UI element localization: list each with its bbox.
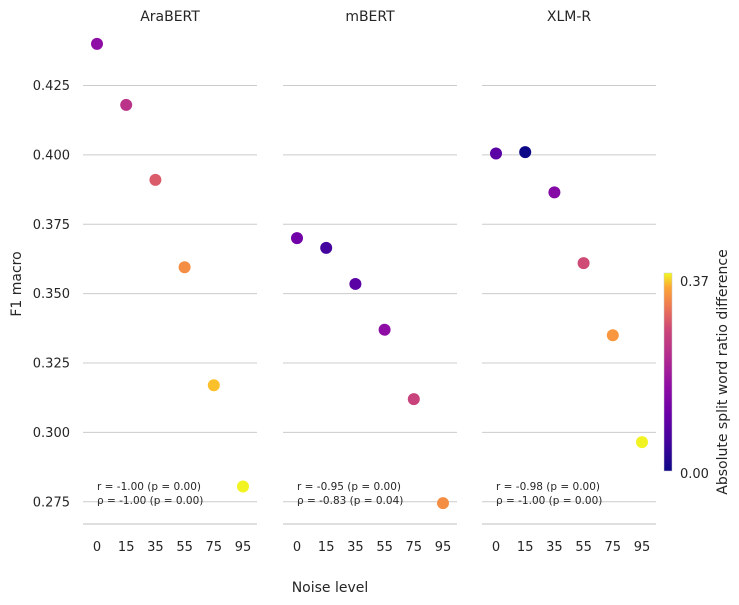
y-tick-label: 0.325 xyxy=(33,357,70,372)
panel-xlm-r: XLM-R 0 15 35 55 75 95 r = -0.98 (p = 0.00) ρ = … xyxy=(482,9,656,555)
y-tick-label: 0.300 xyxy=(33,426,70,441)
scatter-point xyxy=(519,146,532,159)
scatter-point xyxy=(291,232,303,245)
panel-title: AraBERT xyxy=(140,9,200,25)
colorbar-max-label: 0.37 xyxy=(680,275,709,290)
x-tick-label: 0 xyxy=(93,540,101,555)
correlation-stat: r = -1.00 (p = 0.00) xyxy=(97,481,201,493)
scatter-point xyxy=(606,329,619,342)
y-tick-label: 0.400 xyxy=(33,148,70,163)
x-axis-label: Noise level xyxy=(292,580,369,596)
panel-title: mBERT xyxy=(345,9,395,25)
x-tick-label: 0 xyxy=(492,540,500,555)
x-tick-label: 75 xyxy=(605,540,622,555)
scatter-point xyxy=(91,37,103,50)
correlation-stat: r = -0.98 (p = 0.00) xyxy=(496,481,600,493)
x-tick-label: 95 xyxy=(435,540,452,555)
x-tick-label: 75 xyxy=(206,540,223,555)
x-tick-label: 55 xyxy=(376,540,393,555)
scatter-point xyxy=(407,393,420,406)
y-tick-label: 0.350 xyxy=(33,287,70,302)
panels-layer: AraBERT 0 15 35 55 75 95 r = -1.00 (p = 0.00) ρ … xyxy=(83,9,656,555)
x-tick-label: 0 xyxy=(293,540,301,555)
scatter-point xyxy=(149,173,162,186)
y-axis-label: F1 macro xyxy=(9,251,25,316)
scatter-point xyxy=(577,257,590,270)
colorbar: 0.37 0.00 Absolute split word ratio diff… xyxy=(663,249,731,495)
correlation-stat: r = -0.95 (p = 0.00) xyxy=(297,481,401,493)
x-tick-label: 35 xyxy=(546,540,563,555)
y-axis: 0.275 0.300 0.325 0.350 0.375 0.400 0.425 xyxy=(33,79,70,510)
panel-arabert: AraBERT 0 15 35 55 75 95 r = -1.00 (p = 0.00) ρ … xyxy=(83,9,257,555)
y-tick-label: 0.375 xyxy=(33,218,70,233)
scatter-point xyxy=(349,277,362,290)
x-tick-label: 35 xyxy=(147,540,164,555)
colorbar-label: Absolute split word ratio difference xyxy=(715,249,731,494)
correlation-stat: ρ = -0.83 (p = 0.04) xyxy=(297,495,403,507)
x-tick-label: 55 xyxy=(176,540,193,555)
x-tick-label: 75 xyxy=(406,540,423,555)
scatter-point xyxy=(378,323,391,336)
x-tick-label: 95 xyxy=(235,540,252,555)
x-tick-label: 35 xyxy=(347,540,364,555)
scatter-point xyxy=(237,480,249,493)
scatter-point xyxy=(120,98,133,111)
scatter-point xyxy=(207,379,220,392)
scatter-point xyxy=(490,147,502,160)
scatter-point xyxy=(320,241,333,254)
x-tick-label: 55 xyxy=(575,540,592,555)
correlation-stat: ρ = -1.00 (p = 0.00) xyxy=(97,495,203,507)
x-tick-label: 15 xyxy=(118,540,135,555)
y-tick-label: 0.425 xyxy=(33,79,70,94)
correlation-stat: ρ = -1.00 (p = 0.00) xyxy=(496,495,602,507)
x-tick-label: 95 xyxy=(634,540,651,555)
colorbar-min-label: 0.00 xyxy=(680,467,709,482)
scatter-point xyxy=(636,436,648,449)
panel-mbert: mBERT 0 15 35 55 75 95 r = -0.95 (p = 0.00) ρ = … xyxy=(283,9,457,555)
panel-title: XLM-R xyxy=(547,9,592,25)
y-tick-label: 0.275 xyxy=(33,495,70,510)
x-tick-label: 15 xyxy=(318,540,335,555)
x-tick-label: 15 xyxy=(517,540,534,555)
colorbar-gradient xyxy=(663,272,673,472)
scatter-point xyxy=(178,261,191,274)
scatter-point xyxy=(548,186,561,199)
scatter-point xyxy=(437,497,449,510)
